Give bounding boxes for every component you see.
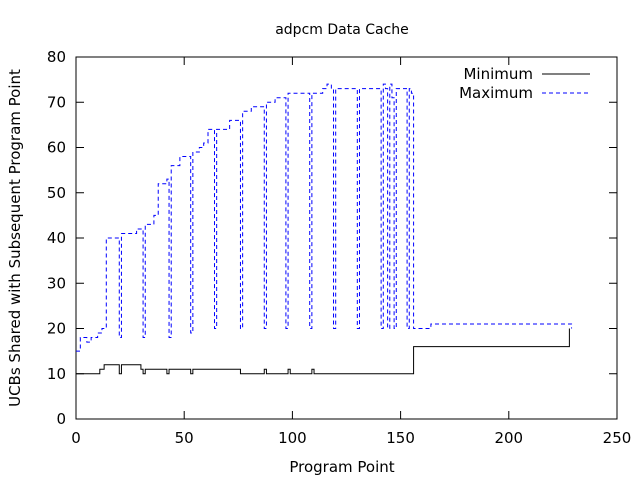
y-tick-label: 70: [47, 93, 66, 111]
y-tick-label: 50: [47, 184, 66, 202]
x-tick-label: 50: [175, 429, 194, 447]
x-tick-label: 0: [71, 429, 81, 447]
plot-area: [75, 56, 618, 420]
x-tick-label: 250: [603, 429, 632, 447]
x-tick-label: 200: [494, 429, 523, 447]
y-tick-label: 30: [47, 274, 66, 292]
series-line-maximum: [76, 83, 573, 352]
x-axis-label: Program Point: [289, 458, 394, 476]
y-axis-label: UCBs Shared with Subsequent Program Poin…: [6, 69, 24, 407]
y-tick-label: 10: [47, 365, 66, 383]
legend-label-maximum: Maximum: [459, 84, 533, 102]
legend-label-minimum: Minimum: [463, 65, 533, 83]
x-tick-label: 150: [386, 429, 415, 447]
y-tick-label: 0: [56, 410, 66, 428]
x-tick-label: 100: [278, 429, 307, 447]
y-tick-label: 20: [47, 320, 66, 338]
y-tick-label: 80: [47, 48, 66, 66]
series-line-minimum: [76, 328, 570, 375]
chart-title: adpcm Data Cache: [275, 22, 409, 38]
plot-frame: [75, 56, 618, 420]
y-tick-label: 60: [47, 139, 66, 157]
x-axis: 0 50 100 150 200 250: [71, 57, 631, 447]
y-tick-label: 40: [47, 229, 66, 247]
series-layer: [76, 83, 573, 375]
y-axis: 0 10 20 30 40 50 60 70 80: [47, 48, 617, 428]
